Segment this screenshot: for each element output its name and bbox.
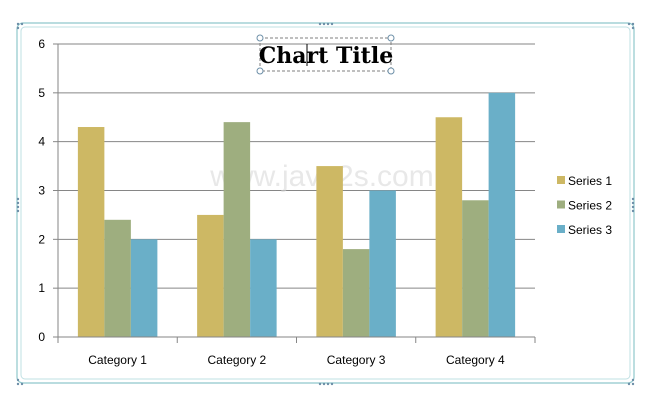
y-tick-label: 2 bbox=[38, 232, 45, 246]
bar-series-1-category-4[interactable] bbox=[435, 117, 463, 337]
corner-handle-top-right[interactable] bbox=[627, 22, 635, 30]
chart-title-box[interactable]: Chart Title bbox=[256, 34, 395, 75]
x-tick-label: Category 1 bbox=[88, 353, 147, 367]
bar-series-2-category-3[interactable] bbox=[342, 249, 370, 337]
legend-label: Series 1 bbox=[568, 174, 612, 188]
legend-swatch bbox=[557, 176, 565, 184]
y-tick-label: 1 bbox=[38, 281, 45, 295]
axes bbox=[57, 44, 536, 343]
title-handle-bottom-left[interactable] bbox=[256, 67, 264, 75]
title-handle-bottom-right[interactable] bbox=[387, 67, 395, 75]
bottom-handle[interactable] bbox=[318, 382, 334, 386]
bar-series-3-category-2[interactable] bbox=[250, 239, 277, 337]
frame-handles[interactable] bbox=[16, 22, 635, 386]
y-tick-label: 3 bbox=[38, 184, 45, 198]
bar-series-1-category-3[interactable] bbox=[316, 166, 343, 337]
title-handle-top-left[interactable] bbox=[256, 34, 264, 42]
top-handle[interactable] bbox=[318, 22, 334, 26]
x-tick-label: Category 3 bbox=[327, 353, 386, 367]
y-tick-label: 4 bbox=[38, 135, 45, 149]
legend-label: Series 3 bbox=[568, 223, 612, 237]
corner-handle-bottom-left[interactable] bbox=[16, 378, 24, 386]
corner-handle-top-left[interactable] bbox=[16, 22, 24, 30]
chart-title[interactable]: Chart Title bbox=[259, 43, 393, 69]
bar-series-1-category-2[interactable] bbox=[197, 214, 224, 337]
left-handle[interactable] bbox=[16, 197, 20, 213]
legend-swatch bbox=[557, 200, 565, 209]
legend-item-series-1[interactable]: Series 1 bbox=[557, 174, 612, 188]
title-selection-border bbox=[259, 37, 392, 72]
y-tick-label: 6 bbox=[38, 37, 45, 51]
y-tick-label: 0 bbox=[38, 330, 45, 344]
bar-series-1-category-1[interactable] bbox=[77, 127, 105, 338]
bar-series-2-category-2[interactable] bbox=[223, 122, 251, 337]
legend-item-series-2[interactable]: Series 2 bbox=[557, 199, 612, 213]
bar-series-3-category-4[interactable] bbox=[488, 92, 516, 337]
bar-series-2-category-4[interactable] bbox=[462, 200, 489, 337]
x-tick-label: Category 2 bbox=[208, 353, 267, 367]
right-handle[interactable] bbox=[631, 197, 635, 213]
legend[interactable]: Series 1 Series 2 Series 3 bbox=[557, 174, 612, 237]
bar-series-3-category-3[interactable] bbox=[369, 190, 396, 338]
x-axis-category-labels: Category 1 Category 2 Category 3 Category 4 bbox=[88, 353, 505, 367]
bar-series-2-category-1[interactable] bbox=[104, 219, 131, 337]
y-tick-label: 5 bbox=[38, 86, 45, 100]
legend-label: Series 2 bbox=[568, 199, 612, 213]
y-axis-ticks: 0 1 2 3 4 5 6 bbox=[38, 37, 58, 344]
title-handle-top-right[interactable] bbox=[387, 34, 395, 42]
corner-handle-bottom-right[interactable] bbox=[627, 378, 635, 386]
x-tick-label: Category 4 bbox=[446, 353, 505, 367]
bar-series-3-category-1[interactable] bbox=[130, 239, 158, 337]
legend-item-series-3[interactable]: Series 3 bbox=[557, 223, 612, 237]
plot-area[interactable] bbox=[77, 92, 516, 338]
legend-swatch bbox=[557, 225, 565, 233]
